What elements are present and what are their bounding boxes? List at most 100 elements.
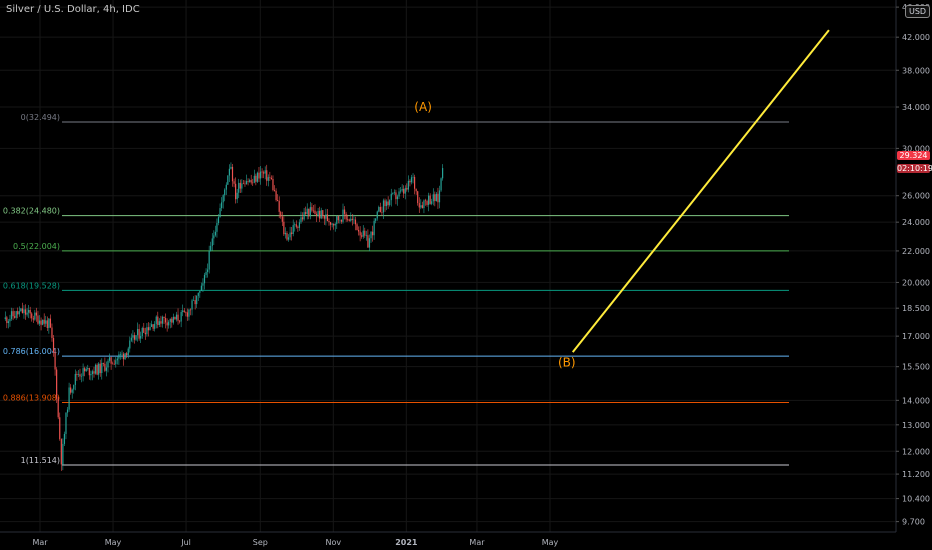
fib-level-label: 0.618(19.528) — [3, 281, 60, 290]
candle-body — [286, 233, 288, 240]
candle-body — [368, 238, 371, 248]
candle-body — [38, 320, 41, 324]
candle-body — [10, 311, 13, 319]
candle-body — [88, 368, 90, 376]
candle-body — [62, 443, 64, 465]
candle-body — [231, 166, 234, 182]
candle-body — [440, 178, 442, 191]
candle-body — [155, 316, 157, 324]
time-tick-label: Nov — [325, 538, 341, 547]
currency-badge[interactable]: USD — [905, 5, 931, 18]
candle-body — [91, 371, 94, 375]
candle-body — [96, 364, 98, 375]
candle-body — [311, 207, 313, 211]
candle-body — [127, 348, 129, 356]
fibonacci-retracement[interactable]: 0(32.494) 0.382(24.480) 0.5(22.004) 0.618(1… — [3, 113, 789, 466]
candle-body — [256, 172, 259, 182]
candle-body — [333, 223, 335, 226]
candle-body — [252, 182, 254, 184]
candle-body — [52, 337, 55, 353]
candle-body — [261, 171, 263, 173]
candle-body — [77, 374, 80, 375]
candle-body — [144, 332, 146, 335]
trend-projection-line[interactable] — [571, 29, 830, 353]
time-axis[interactable]: Mar May Jul Sep Nov 2021 Mar May — [32, 538, 558, 547]
candle-body — [46, 320, 48, 329]
candle-body — [325, 214, 327, 219]
candle-body — [221, 202, 223, 209]
candle-body — [264, 170, 266, 174]
candle-body — [119, 354, 122, 355]
wave-labels: (A) (B) — [414, 100, 575, 370]
candle-body — [432, 194, 434, 202]
candle-body — [126, 353, 128, 356]
candle-body — [157, 316, 159, 326]
candle-body — [409, 180, 411, 183]
time-tick-label: Jul — [180, 538, 191, 547]
candle-body — [361, 235, 363, 237]
candle-body — [305, 212, 307, 214]
candle-body — [337, 216, 339, 221]
candle-body — [161, 316, 164, 324]
candle-body — [57, 398, 59, 418]
candle-body — [387, 201, 389, 205]
candle-body — [192, 300, 195, 301]
candle-body — [99, 363, 101, 374]
candle-body — [211, 238, 213, 246]
price-tick-label: 11.200 — [902, 470, 930, 479]
candle-body — [147, 327, 150, 331]
candle-body — [275, 190, 277, 201]
price-tick-label: 14.000 — [902, 396, 930, 405]
price-tick-label: 15.500 — [902, 363, 930, 372]
candle-body — [266, 170, 268, 181]
candle-body — [23, 309, 25, 314]
candle-body — [407, 180, 409, 190]
candle-body — [339, 219, 341, 221]
candle-body — [233, 181, 235, 184]
candle-body — [42, 319, 44, 325]
candle-body — [247, 181, 249, 182]
candle-body — [228, 168, 230, 176]
candle-body — [216, 223, 218, 232]
candle-body — [48, 318, 50, 329]
candle-body — [319, 210, 321, 219]
candle-body — [121, 353, 123, 355]
candle-body — [255, 175, 257, 182]
candle-body — [270, 177, 273, 179]
candle-body — [345, 213, 347, 220]
candle-body — [356, 224, 358, 230]
candle-body — [336, 216, 338, 224]
candle-body — [171, 318, 173, 323]
candle-body — [429, 195, 431, 204]
candle-body — [219, 208, 221, 218]
candle-body — [424, 200, 427, 202]
wave-label: (B) — [558, 356, 576, 370]
candle-body — [76, 373, 78, 375]
projection-line[interactable] — [571, 29, 830, 353]
candle-body — [365, 235, 367, 236]
candle-body — [108, 357, 111, 361]
price-tick-label: 22.000 — [902, 247, 930, 256]
candle-body — [238, 182, 240, 193]
fib-level-label: 0(32.494) — [21, 113, 60, 122]
candle-body — [401, 189, 403, 191]
candle-body — [70, 387, 72, 393]
candle-body — [277, 200, 279, 201]
candle-body — [235, 183, 237, 200]
candle-body — [213, 235, 215, 239]
candle-body — [227, 175, 229, 185]
candle-body — [354, 219, 357, 225]
candle-body — [169, 318, 171, 322]
candle-body — [382, 200, 385, 213]
candle-body — [31, 313, 33, 319]
fib-level-label: 0.5(22.004) — [13, 242, 60, 251]
candle-body — [71, 389, 73, 393]
candle-body — [200, 285, 202, 291]
price-tick-label: 20.000 — [902, 278, 930, 287]
candle-body — [146, 327, 148, 335]
price-axis[interactable]: 46.00042.00038.00034.00030.00026.00024.0… — [896, 3, 930, 527]
candle-body — [371, 231, 374, 236]
countdown-label: 02:10:19 — [897, 164, 932, 173]
candle-body — [188, 309, 190, 317]
